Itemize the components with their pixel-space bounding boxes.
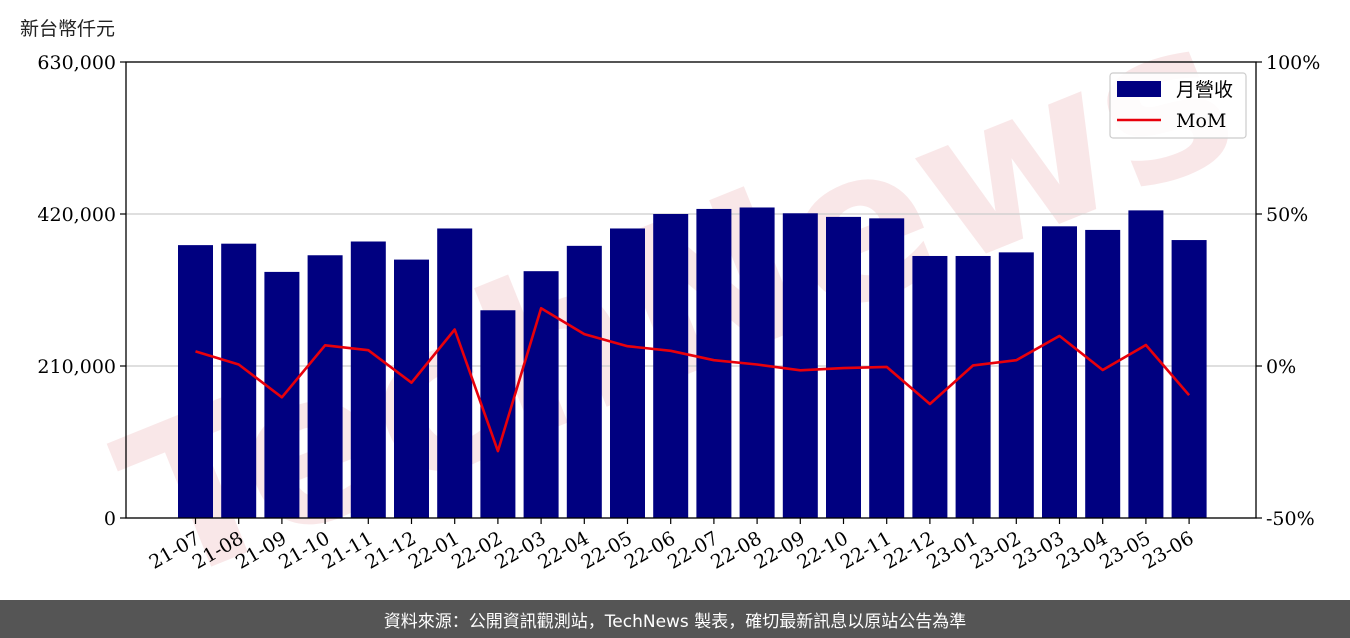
bar-23-02 (998, 252, 1034, 518)
bar-22-05 (610, 228, 645, 518)
bar-23-01 (955, 255, 991, 518)
bar-22-04 (566, 245, 602, 518)
bar-23-05 (1128, 210, 1164, 518)
bar-23-06 (1171, 240, 1207, 519)
bar-23-04 (1085, 229, 1121, 518)
y-right-tick-label: 0% (1266, 356, 1296, 378)
y-right-tick-label: 50% (1266, 204, 1308, 226)
legend-bar-swatch (1117, 81, 1161, 97)
bar-21-08 (221, 243, 257, 518)
revenue-chart: TechNews0210,000420,000630,000-50%0%50%1… (37, 0, 1320, 600)
footer-text: 資料來源：公開資訊觀測站，TechNews 製表，確切最新訊息以原站公告為準 (383, 611, 967, 632)
y-left-tick-label: 630,000 (37, 52, 116, 74)
y-right-tick-label: 100% (1266, 52, 1320, 74)
bar-22-01 (437, 228, 473, 518)
source-footer: 資料來源：公開資訊觀測站，TechNews 製表，確切最新訊息以原站公告為準 (0, 600, 1350, 638)
bar-21-12 (394, 259, 429, 518)
x-tick-label: 23-06 (1139, 527, 1197, 573)
y-left-tick-label: 420,000 (37, 204, 116, 226)
legend-label-mom: MoM (1176, 110, 1226, 132)
y-axis-unit-label: 新台幣仟元 (20, 18, 116, 40)
bar-22-12 (912, 255, 948, 518)
y-left-tick-label: 210,000 (37, 356, 116, 378)
mom-line (195, 306, 1191, 453)
plot-frame (125, 61, 1257, 519)
y-left-tick-label: 0 (104, 508, 116, 530)
bar-21-10 (307, 255, 343, 518)
bar-21-09 (264, 271, 300, 518)
bar-21-07 (178, 245, 213, 518)
bar-23-03 (1042, 226, 1077, 519)
bar-21-11 (350, 241, 386, 518)
bar-22-07 (696, 208, 732, 518)
bar-22-06 (653, 214, 689, 518)
legend-label-revenue: 月營收 (1176, 79, 1233, 101)
bar-22-09 (782, 213, 818, 518)
y-right-tick-label: -50% (1266, 508, 1315, 530)
